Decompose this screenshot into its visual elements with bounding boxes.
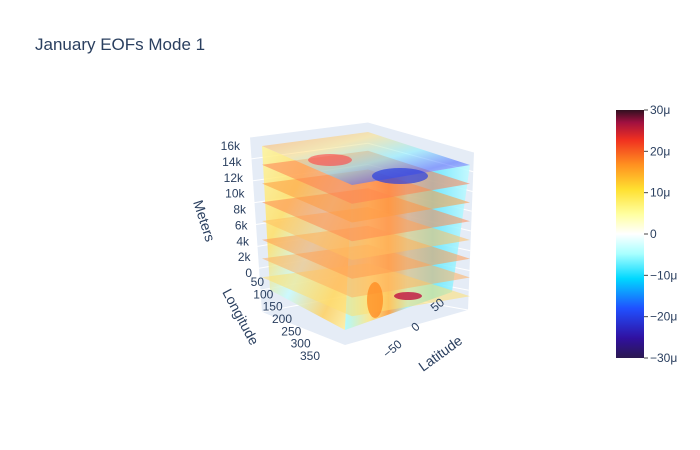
blob bbox=[394, 292, 422, 300]
colorbar-tick-label: −30μ bbox=[650, 351, 677, 365]
colorbar-tick-label: 20μ bbox=[650, 144, 670, 158]
z-tick-label: 6k bbox=[235, 218, 249, 232]
volume-slices bbox=[262, 132, 470, 330]
blob bbox=[308, 154, 352, 166]
y-tick-label: 100 bbox=[253, 287, 273, 301]
x-axis-title: Latitude bbox=[415, 332, 465, 374]
z-tick-label: 12k bbox=[224, 171, 244, 185]
colorbar-tick-label: 10μ bbox=[650, 186, 670, 200]
colorbar-tick-label: 0 bbox=[650, 227, 657, 241]
chart-title: January EOFs Mode 1 bbox=[35, 35, 205, 54]
blob bbox=[367, 282, 383, 318]
y-tick-label: 250 bbox=[281, 324, 301, 338]
y-tick-label: 350 bbox=[300, 349, 320, 363]
z-tick-label: 10k bbox=[225, 187, 245, 201]
colorbar-tick-label: −20μ bbox=[650, 310, 677, 324]
blob bbox=[372, 168, 428, 184]
y-tick-label: 300 bbox=[291, 337, 311, 351]
grid-line bbox=[249, 121, 369, 138]
y-tick-label: 150 bbox=[263, 300, 283, 314]
z-tick-label: 8k bbox=[233, 203, 247, 217]
x-tick-label: −50 bbox=[380, 337, 405, 361]
z-tick-label: 14k bbox=[222, 155, 242, 169]
z-tick-label: 16k bbox=[221, 139, 241, 153]
colorbar-tick-label: −10μ bbox=[650, 268, 677, 282]
colorbar: 30μ 20μ 10μ 0 −10μ −20μ −30μ bbox=[616, 103, 677, 365]
colorbar-tick-label: 30μ bbox=[650, 103, 670, 117]
z-axis-title: Meters bbox=[190, 198, 218, 244]
z-tick-label: 0 bbox=[245, 266, 252, 280]
colorbar-gradient bbox=[616, 110, 644, 358]
z-tick-label: 2k bbox=[238, 250, 252, 264]
grid-line bbox=[367, 121, 475, 153]
y-tick-label: 50 bbox=[251, 275, 265, 289]
y-tick-label: 200 bbox=[272, 312, 292, 326]
z-tick-label: 4k bbox=[236, 234, 250, 248]
